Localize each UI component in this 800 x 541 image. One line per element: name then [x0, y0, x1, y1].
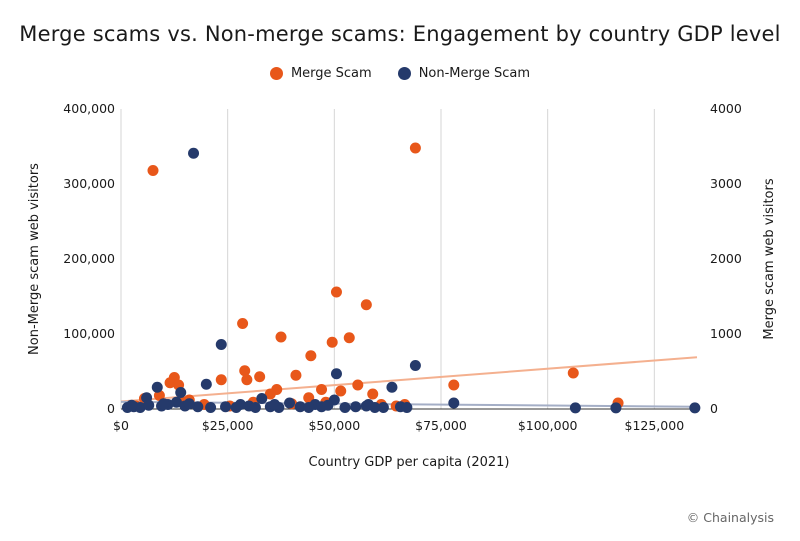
non-merge-scam-point: [188, 147, 200, 159]
y-right-tick-label: 1000: [710, 326, 742, 341]
merge-scam-point: [567, 367, 579, 379]
merge-scam-point: [343, 332, 355, 344]
non-merge-scam-point: [143, 399, 155, 411]
non-merge-scam-point: [569, 402, 581, 414]
y-left-tick-label: 0: [107, 401, 115, 416]
x-tick-label: $75,000: [415, 418, 467, 433]
y-right-tick-label: 4000: [710, 101, 742, 116]
legend-item-merge: Merge Scam: [269, 66, 372, 81]
non-merge-scam-point: [339, 402, 351, 413]
legend-swatch-non-merge: [397, 67, 411, 80]
non-merge-scam-point: [377, 402, 389, 413]
non-merge-scam-point: [134, 402, 146, 413]
merge-scam-point: [275, 331, 287, 343]
non-merge-scam-point: [350, 401, 362, 413]
merge-scam-point: [409, 142, 421, 154]
merge-scam-point: [147, 165, 159, 176]
non-merge-scam-point: [215, 339, 227, 350]
non-merge-scam-point: [200, 378, 212, 390]
merge-scam-point: [153, 390, 165, 401]
non-merge-scam-point: [409, 360, 421, 371]
merge-scam-point: [326, 336, 338, 348]
non-merge-scam-point: [220, 401, 232, 413]
merge-scam-point: [164, 377, 176, 389]
non-merge-scam-point: [330, 368, 342, 380]
merge-scam-point: [367, 388, 379, 400]
non-merge-scam-point: [205, 402, 217, 413]
legend: Merge Scam Non-Merge Scam: [0, 66, 800, 81]
non-merge-scam-point: [256, 393, 268, 404]
non-merge-scam-point: [362, 399, 374, 410]
non-merge-scam-point: [151, 381, 163, 393]
merge-scam-point: [352, 379, 364, 391]
x-axis-title: Country GDP per capita (2021): [309, 455, 510, 470]
merge-scam-point: [237, 318, 249, 329]
merge-scam-point: [215, 374, 227, 386]
merge-scam-point: [254, 371, 266, 383]
non-merge-scam-point: [401, 402, 413, 413]
non-merge-scam-point: [249, 402, 261, 413]
source-credit: © Chainalysis: [686, 510, 774, 525]
non-merge-scam-point: [294, 401, 306, 413]
y-right-tick-label: 0: [710, 401, 718, 416]
non-merge-scam-point: [234, 399, 246, 410]
x-tick-label: $125,000: [625, 418, 685, 433]
non-merge-scam-point: [183, 398, 195, 410]
non-merge-scam-point: [126, 399, 138, 411]
legend-item-non-merge: Non-Merge Scam: [397, 66, 531, 81]
x-tick-label: $100,000: [518, 418, 578, 433]
non-merge-scam-point: [170, 396, 182, 408]
non-merge-scam-point: [689, 402, 701, 414]
y-right-tick-label: 3000: [710, 176, 742, 191]
merge-scam-point: [360, 299, 372, 311]
y-right-axis-title: Merge scam web visitors: [762, 178, 777, 339]
x-tick-label: $50,000: [308, 418, 360, 433]
x-tick-label: $0: [113, 418, 129, 433]
x-tick-label: $25,000: [202, 418, 254, 433]
merge-scam-point: [241, 374, 253, 386]
legend-swatch-merge: [269, 67, 283, 80]
non-merge-scam-point: [386, 381, 398, 393]
y-left-tick-label: 300,000: [63, 176, 115, 191]
legend-label-non-merge: Non-Merge Scam: [418, 66, 531, 81]
merge-scam-point: [264, 388, 276, 400]
merge-scam-point: [305, 350, 317, 362]
y-right-tick-label: 2000: [710, 251, 742, 266]
merge-scam-point: [239, 365, 251, 377]
merge-scam-point: [335, 385, 347, 397]
non-merge-scam-point: [158, 398, 170, 410]
non-merge-scam-point: [322, 399, 334, 411]
merge-scam-point: [448, 379, 460, 391]
merge-trendline: [120, 356, 698, 403]
merge-scam-point: [330, 286, 342, 298]
chart-title: Merge scams vs. Non-merge scams: Engagem…: [19, 22, 781, 46]
non-merge-scam-point: [175, 387, 187, 398]
y-left-tick-label: 400,000: [63, 101, 115, 116]
non-merge-scam-point: [192, 401, 204, 413]
y-left-axis-title: Non-Merge scam web visitors: [27, 163, 42, 355]
non-merge-scam-point: [284, 397, 296, 409]
y-left-tick-label: 200,000: [63, 251, 115, 266]
merge-scam-point: [316, 384, 328, 395]
non-merge-scam-point: [269, 399, 281, 410]
y-left-tick-label: 100,000: [63, 326, 115, 341]
legend-label-merge: Merge Scam: [290, 66, 372, 81]
non-merge-scam-point: [303, 402, 315, 413]
merge-scam-point: [290, 369, 302, 381]
non-merge-scam-point: [610, 402, 622, 414]
non-merge-scam-point: [448, 397, 460, 409]
